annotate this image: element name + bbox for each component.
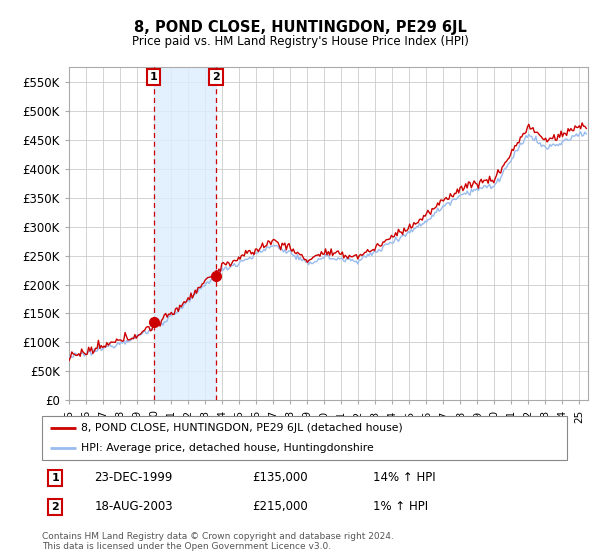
Text: £135,000: £135,000	[252, 471, 308, 484]
Text: 2: 2	[51, 502, 59, 512]
Text: 14% ↑ HPI: 14% ↑ HPI	[373, 471, 436, 484]
Text: 23-DEC-1999: 23-DEC-1999	[95, 471, 173, 484]
Bar	[154, 67, 216, 400]
Text: HPI: Average price, detached house, Huntingdonshire: HPI: Average price, detached house, Hunt…	[82, 443, 374, 453]
Text: 8, POND CLOSE, HUNTINGDON, PE29 6JL (detached house): 8, POND CLOSE, HUNTINGDON, PE29 6JL (det…	[82, 423, 403, 433]
Text: 2: 2	[212, 72, 220, 82]
Text: 18-AUG-2003: 18-AUG-2003	[95, 500, 173, 513]
Text: £215,000: £215,000	[252, 500, 308, 513]
Text: 1% ↑ HPI: 1% ↑ HPI	[373, 500, 428, 513]
FancyBboxPatch shape	[42, 416, 567, 460]
Text: 1: 1	[149, 72, 157, 82]
Text: 8, POND CLOSE, HUNTINGDON, PE29 6JL: 8, POND CLOSE, HUNTINGDON, PE29 6JL	[134, 20, 466, 35]
Text: Price paid vs. HM Land Registry's House Price Index (HPI): Price paid vs. HM Land Registry's House …	[131, 35, 469, 48]
Text: Contains HM Land Registry data © Crown copyright and database right 2024.
This d: Contains HM Land Registry data © Crown c…	[42, 532, 394, 552]
Text: 1: 1	[51, 473, 59, 483]
